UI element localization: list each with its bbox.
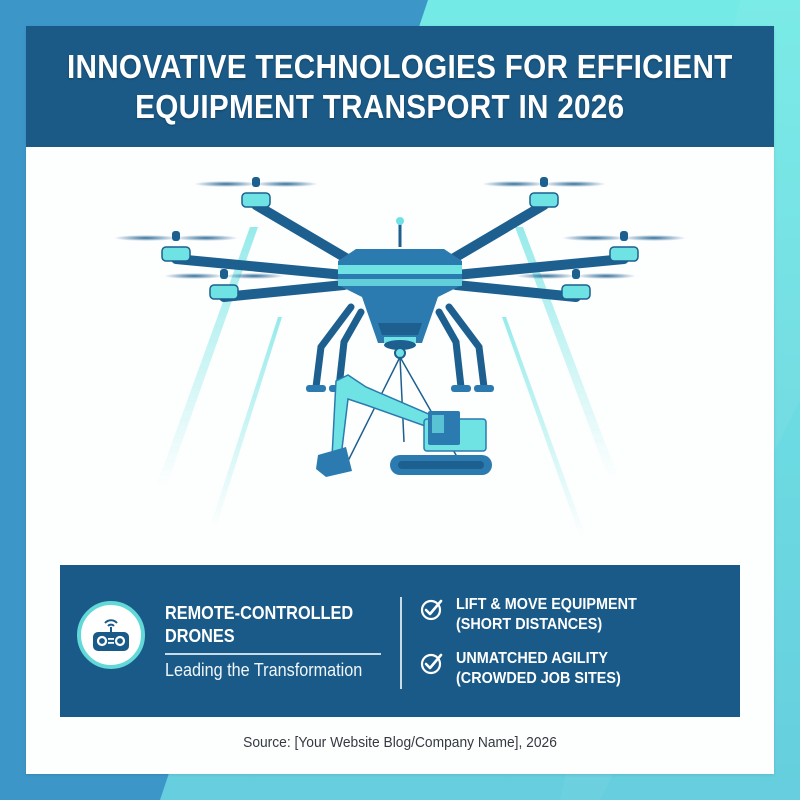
excavator [316, 374, 492, 477]
check-circle-icon [420, 599, 443, 621]
page-title-line-2: EQUIPMENT TRANSPORT IN 2026 [135, 87, 625, 125]
rotors [114, 177, 686, 300]
benefit-item: UNMATCHED AGILITY (CROWDED JOB SITES) [420, 649, 657, 689]
page-title-line-1: INNOVATIVE TECHNOLOGIES FOR EFFICIENT [67, 47, 733, 85]
divider [165, 653, 381, 655]
benefit-list: LIFT & MOVE EQUIPMENT (SHORT DISTANCES) … [420, 595, 657, 703]
benefit-item: LIFT & MOVE EQUIPMENT (SHORT DISTANCES) [420, 595, 657, 635]
drone-excavator-illustration [114, 177, 686, 537]
source-citation: Source: [Your Website Blog/Company Name]… [243, 734, 557, 751]
benefit-line-1: LIFT & MOVE EQUIPMENT [456, 596, 637, 613]
remote-controller-glyph [93, 619, 129, 651]
benefit-line-2: (SHORT DISTANCES) [456, 616, 603, 633]
info-panel: REMOTE-CONTROLLED DRONES Leading the Tra… [60, 565, 740, 717]
infographic-card: INNOVATIVE TECHNOLOGIES FOR EFFICIENT EQ… [26, 26, 774, 774]
vertical-divider [400, 597, 402, 689]
feature-title-line-2: DRONES [165, 625, 235, 646]
title-banner: INNOVATIVE TECHNOLOGIES FOR EFFICIENT EQ… [26, 26, 774, 147]
benefit-line-1: UNMATCHED AGILITY [456, 650, 608, 667]
check-circle-icon [420, 653, 443, 675]
feature-subtitle: Leading the Transformation [165, 659, 363, 680]
benefit-line-2: (CROWDED JOB SITES) [456, 670, 621, 687]
drone-feature-block: REMOTE-CONTROLLED DRONES Leading the Tra… [165, 601, 383, 683]
remote-controller-icon [77, 601, 145, 669]
feature-title-line-1: REMOTE-CONTROLLED [165, 602, 354, 623]
